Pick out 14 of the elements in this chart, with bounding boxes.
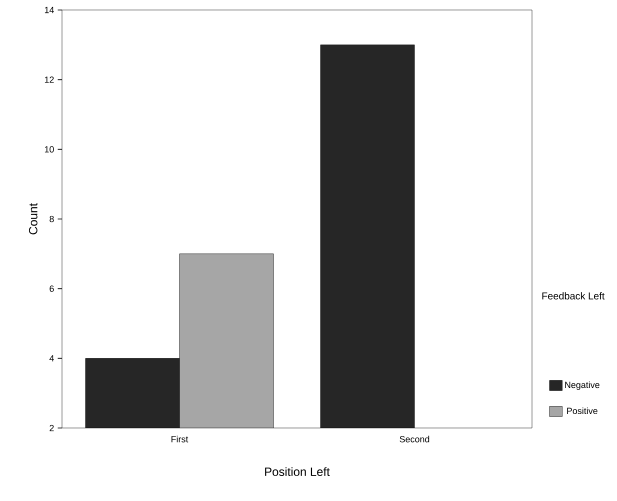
- legend-label: Positive: [567, 407, 598, 414]
- y-tick-label: 10: [44, 146, 54, 153]
- legend-title: Feedback Left: [542, 292, 605, 300]
- y-tick-label: 14: [44, 6, 54, 14]
- y-tick-label: 6: [50, 285, 54, 292]
- y-axis-title: Count: [28, 203, 38, 234]
- legend-label: Negative: [565, 381, 600, 390]
- x-tick-label: Second: [400, 436, 430, 442]
- y-tick-label: 12: [44, 76, 54, 83]
- x-axis-title: Position Left: [265, 467, 330, 476]
- y-tick-label: 8: [50, 216, 54, 222]
- y-tick-label: 4: [49, 355, 54, 362]
- x-tick-label: First: [172, 436, 188, 442]
- y-tick-label: 2: [50, 424, 54, 432]
